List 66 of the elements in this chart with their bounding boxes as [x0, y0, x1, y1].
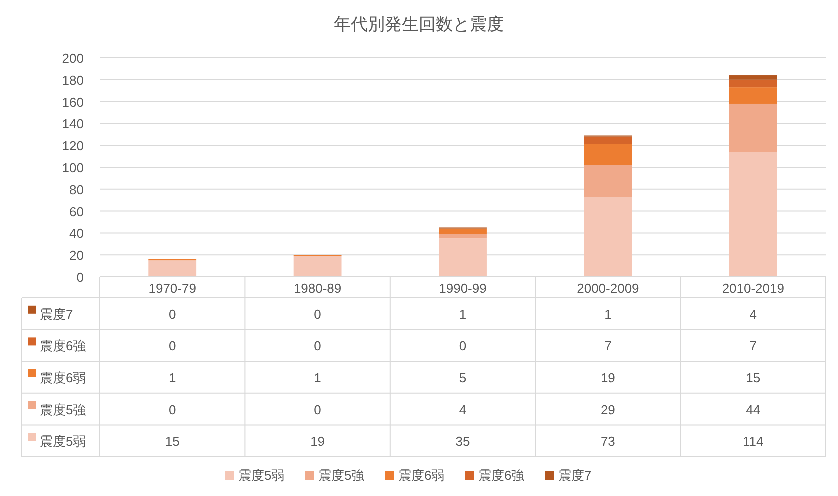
data-label: 0: [314, 402, 322, 418]
text: 震度5強: [40, 402, 86, 418]
data-label: 7: [750, 338, 758, 354]
x-tick-label: 1990-99: [439, 281, 487, 296]
bar: [729, 104, 778, 152]
y-tick-label: 100: [62, 160, 84, 176]
data-label: 114: [743, 434, 764, 450]
bar: [729, 152, 778, 277]
y-tick-label: 80: [70, 182, 84, 198]
y-tick-label: 160: [62, 94, 84, 110]
data-label: 0: [168, 402, 176, 418]
legend-label: 震度5強: [318, 468, 365, 483]
y-tick-label: 200: [62, 51, 84, 66]
text: 震度6強: [40, 338, 86, 354]
bar: [584, 165, 632, 198]
x-tick-label: 1970-79: [148, 281, 196, 296]
y-tick-label: 180: [62, 72, 84, 88]
data-label: 4: [459, 402, 467, 418]
bar: [294, 256, 342, 277]
data-label: 35: [456, 434, 470, 450]
bar: [584, 136, 632, 145]
data-label: 1: [459, 306, 467, 322]
data-label: 1: [168, 370, 176, 386]
x-tick-label: 1980-89: [294, 281, 342, 296]
data-label: 44: [746, 402, 761, 418]
legend-label: 震度6弱: [40, 370, 86, 386]
legend-label: 震度5弱: [40, 434, 86, 450]
data-label: 0: [314, 306, 322, 322]
y-tick-label: 40: [70, 226, 84, 242]
y-tick-label: 0: [76, 270, 84, 285]
bar: [148, 260, 197, 277]
data-label: 1: [314, 370, 322, 386]
data-label: 15: [165, 434, 180, 450]
data-label: 0: [459, 338, 467, 354]
text: 震度7: [40, 306, 74, 322]
bar: [439, 238, 487, 277]
data-label: 0: [168, 338, 176, 354]
data-label: 73: [600, 434, 616, 450]
bar: [729, 80, 778, 88]
data-label: 19: [310, 434, 326, 450]
y-tick-label: 140: [62, 116, 84, 132]
text: 震度6弱: [398, 468, 445, 483]
bar: [729, 88, 778, 104]
data-label: 4: [750, 306, 758, 322]
x-tick-label: 2000-2009: [577, 281, 640, 296]
data-label: 0: [168, 306, 176, 322]
y-tick-label: 20: [70, 248, 84, 264]
bar: [584, 144, 632, 166]
legend-label: 震度6強: [478, 468, 525, 483]
text: 震度5弱: [238, 468, 285, 483]
bar: [584, 197, 632, 277]
legend-label: 震度7: [558, 468, 592, 483]
chart-title: 年代別発生回数と震度: [334, 15, 504, 34]
data-label: 7: [604, 338, 612, 354]
data-label: 5: [459, 370, 467, 386]
bar: [439, 234, 487, 239]
data-label: 29: [600, 402, 616, 418]
bar: [439, 228, 487, 234]
data-label: 0: [314, 338, 322, 354]
x-tick-label: 2010-2019: [722, 281, 784, 296]
data-label: 15: [746, 370, 761, 386]
y-tick-label: 60: [70, 204, 84, 220]
data-label: 1: [604, 306, 612, 322]
y-tick-label: 120: [62, 138, 84, 154]
data-label: 19: [600, 370, 616, 386]
bar: [729, 76, 778, 80]
